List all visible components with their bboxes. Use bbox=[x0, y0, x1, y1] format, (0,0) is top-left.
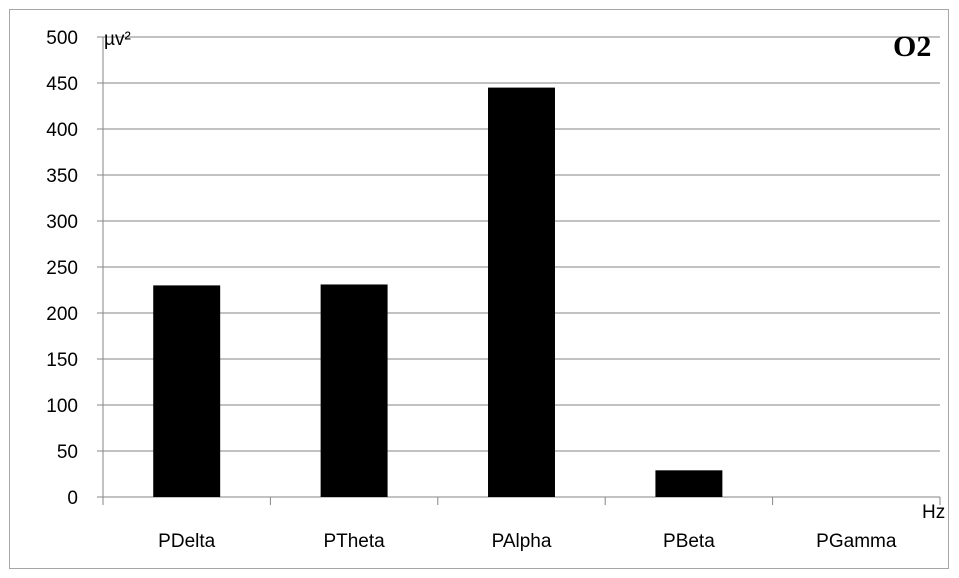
bar-ptheta bbox=[320, 284, 388, 497]
x-tick-label: PGamma bbox=[816, 531, 897, 552]
y-tick-label: 300 bbox=[46, 212, 78, 233]
x-tick-label: PAlpha bbox=[492, 531, 552, 552]
y-tick-label: 250 bbox=[46, 258, 78, 279]
chart-title: O2 bbox=[893, 30, 931, 63]
y-tick-labels: 0 50 100 150 200 250 300 350 400 450 500 bbox=[46, 28, 78, 509]
y-tick-label: 400 bbox=[46, 120, 78, 141]
y-tick-label: 0 bbox=[67, 488, 78, 509]
bar-pbeta bbox=[655, 470, 723, 497]
x-tick-label: PBeta bbox=[663, 531, 715, 552]
y-tick-label: 450 bbox=[46, 74, 78, 95]
y-tick-label: 200 bbox=[46, 304, 78, 325]
x-axis-unit-label: Hz bbox=[922, 502, 945, 523]
y-tick-label: 500 bbox=[46, 28, 78, 49]
x-tick-label: PDelta bbox=[158, 531, 215, 552]
y-tick-label: 100 bbox=[46, 396, 78, 417]
x-tick-labels: PDelta PTheta PAlpha PBeta PGamma bbox=[158, 531, 897, 552]
y-tick-label: 350 bbox=[46, 166, 78, 187]
y-axis-unit-label: µv² bbox=[104, 29, 131, 50]
bar-pdelta bbox=[153, 285, 221, 497]
bar-palpha bbox=[488, 87, 555, 497]
bars bbox=[153, 87, 723, 497]
y-tick-label: 50 bbox=[57, 442, 78, 463]
x-tick-label: PTheta bbox=[323, 531, 385, 552]
y-tick-label: 150 bbox=[46, 350, 78, 371]
gridlines bbox=[103, 36, 940, 452]
